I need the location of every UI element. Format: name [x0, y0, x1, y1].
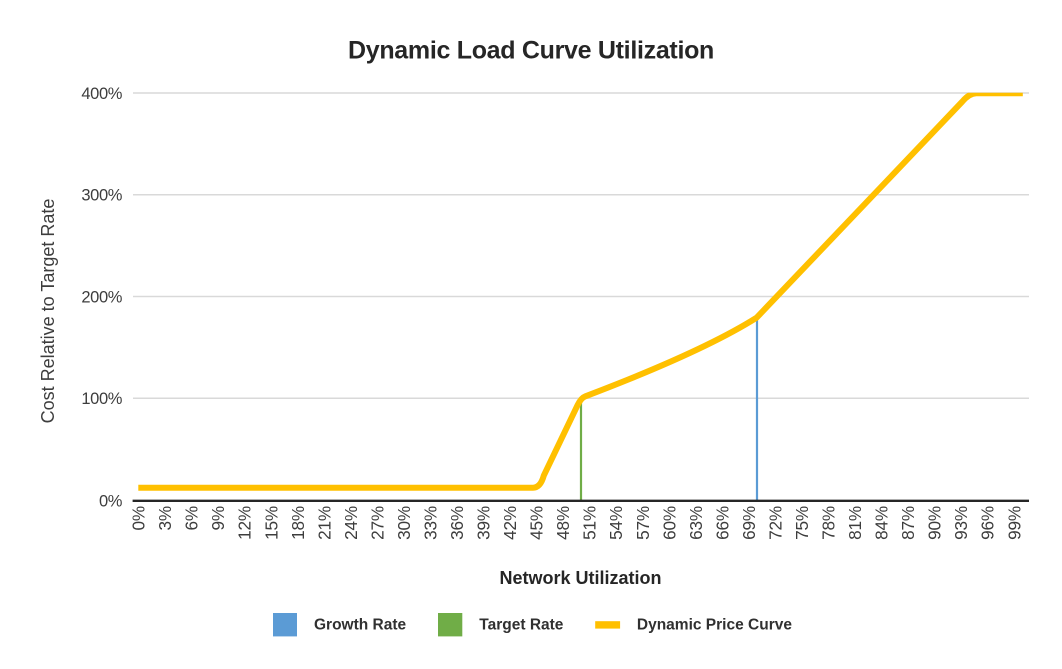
svg-text:6%: 6%: [182, 506, 202, 530]
svg-text:48%: 48%: [553, 506, 573, 540]
svg-text:400%: 400%: [81, 85, 122, 103]
svg-text:42%: 42%: [500, 506, 520, 540]
svg-text:54%: 54%: [606, 506, 626, 540]
svg-text:0%: 0%: [99, 492, 123, 510]
svg-text:90%: 90%: [925, 506, 945, 540]
svg-text:Network Utilization: Network Utilization: [499, 568, 661, 588]
svg-text:81%: 81%: [845, 506, 865, 540]
svg-text:300%: 300%: [81, 187, 122, 205]
svg-text:Cost Relative to Target Rate: Cost Relative to Target Rate: [38, 199, 58, 424]
svg-text:15%: 15%: [261, 506, 281, 540]
svg-text:Dynamic Price Curve: Dynamic Price Curve: [637, 617, 792, 634]
svg-text:84%: 84%: [872, 506, 892, 540]
svg-text:51%: 51%: [580, 506, 600, 540]
svg-text:66%: 66%: [712, 506, 732, 540]
svg-text:3%: 3%: [155, 506, 175, 530]
svg-text:75%: 75%: [792, 506, 812, 540]
svg-text:21%: 21%: [314, 506, 334, 540]
svg-text:57%: 57%: [633, 506, 653, 540]
svg-text:60%: 60%: [659, 506, 679, 540]
svg-text:63%: 63%: [686, 506, 706, 540]
svg-text:45%: 45%: [527, 506, 547, 540]
svg-text:39%: 39%: [474, 506, 494, 540]
svg-text:72%: 72%: [765, 506, 785, 540]
svg-text:87%: 87%: [898, 506, 918, 540]
svg-text:12%: 12%: [235, 506, 255, 540]
svg-text:33%: 33%: [420, 506, 440, 540]
svg-text:Dynamic Load Curve Utilization: Dynamic Load Curve Utilization: [348, 37, 714, 65]
svg-text:93%: 93%: [951, 506, 971, 540]
svg-text:Growth Rate: Growth Rate: [314, 617, 407, 634]
svg-text:96%: 96%: [978, 506, 998, 540]
svg-text:78%: 78%: [819, 506, 839, 540]
svg-text:18%: 18%: [288, 506, 308, 540]
svg-text:30%: 30%: [394, 506, 414, 540]
svg-text:36%: 36%: [447, 506, 467, 540]
svg-text:99%: 99%: [1004, 506, 1024, 540]
svg-text:100%: 100%: [81, 390, 122, 408]
svg-text:9%: 9%: [208, 506, 228, 530]
svg-text:69%: 69%: [739, 506, 759, 540]
svg-text:0%: 0%: [129, 506, 149, 530]
svg-text:27%: 27%: [367, 506, 387, 540]
svg-text:200%: 200%: [81, 288, 122, 306]
svg-text:Target Rate: Target Rate: [479, 617, 564, 634]
svg-text:24%: 24%: [341, 506, 361, 540]
